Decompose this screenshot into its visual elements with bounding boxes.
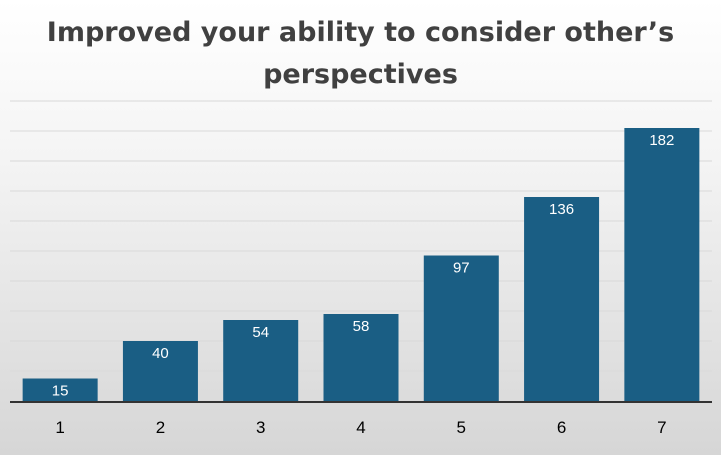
data-label-4: 58 (353, 318, 370, 335)
data-label-7: 182 (649, 132, 674, 149)
data-label-5: 97 (453, 260, 470, 277)
bar-7 (624, 128, 700, 401)
bar-3 (223, 320, 299, 401)
data-label-2: 40 (152, 345, 169, 362)
chart-title-line-1: Improved your ability to consider other’… (46, 17, 675, 48)
bar-6 (524, 197, 600, 401)
data-label-3: 54 (252, 324, 269, 341)
chart-title: Improved your ability to consider other’… (0, 12, 721, 96)
data-label-1: 15 (52, 383, 69, 400)
x-tick-label-4: 4 (356, 418, 365, 437)
bar-5 (423, 255, 499, 401)
x-tick-label-5: 5 (457, 418, 466, 437)
x-tick-label-2: 2 (156, 418, 165, 437)
bar-4 (323, 314, 399, 401)
x-tick-label-1: 1 (55, 418, 64, 437)
x-tick-label-6: 6 (557, 418, 566, 437)
chart-title-line-2: perspectives (263, 59, 458, 90)
bar-2 (122, 341, 198, 401)
data-label-6: 136 (549, 201, 574, 218)
x-tick-label-3: 3 (256, 418, 265, 437)
bar-1 (22, 378, 98, 401)
x-tick-label-7: 7 (657, 418, 666, 437)
